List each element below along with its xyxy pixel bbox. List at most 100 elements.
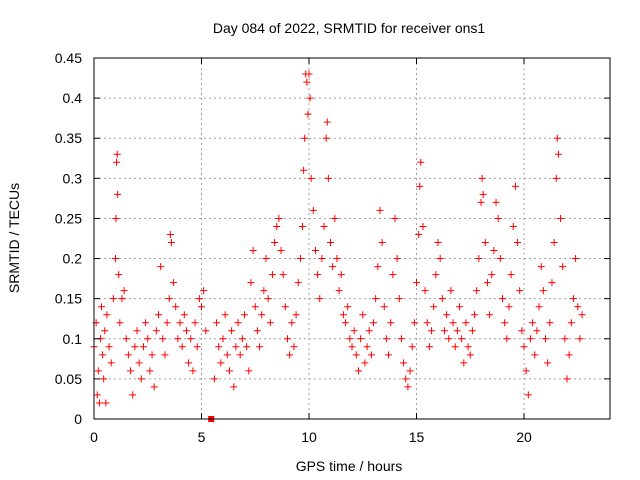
data-point xyxy=(492,198,500,206)
data-point xyxy=(357,335,365,343)
data-point xyxy=(550,239,558,247)
data-point xyxy=(301,134,309,142)
data-point xyxy=(490,247,498,255)
data-point xyxy=(395,295,403,303)
data-point xyxy=(245,367,253,375)
data-point xyxy=(260,287,268,295)
data-point xyxy=(305,70,313,78)
data-point xyxy=(507,271,515,279)
data-point xyxy=(367,351,375,359)
x-tick-label: 20 xyxy=(516,429,532,445)
data-point xyxy=(561,335,569,343)
data-point xyxy=(195,295,203,303)
data-point xyxy=(215,343,223,351)
data-point xyxy=(567,319,575,327)
data-point xyxy=(133,327,141,335)
data-point xyxy=(537,263,545,271)
data-point xyxy=(131,343,139,351)
data-point xyxy=(176,319,184,327)
data-point xyxy=(359,311,367,319)
data-point xyxy=(436,255,444,263)
data-point xyxy=(478,174,486,182)
data-point xyxy=(352,351,360,359)
data-point xyxy=(247,279,255,287)
data-point xyxy=(327,239,334,247)
data-point xyxy=(191,319,199,327)
data-point xyxy=(376,206,384,214)
data-point xyxy=(443,311,451,319)
data-point xyxy=(331,214,339,222)
chart-title: Day 084 of 2022, SRMTID for receiver ons… xyxy=(213,20,486,36)
data-point xyxy=(479,190,487,198)
data-point xyxy=(271,239,279,247)
data-point xyxy=(155,311,162,319)
data-point xyxy=(198,303,205,311)
y-tick-label: 0.05 xyxy=(55,371,82,387)
data-point xyxy=(114,190,122,198)
data-point xyxy=(185,359,193,367)
data-point xyxy=(421,287,429,295)
data-point xyxy=(253,327,261,335)
data-point xyxy=(456,303,463,311)
data-point xyxy=(503,335,511,343)
data-point xyxy=(152,327,160,335)
data-point xyxy=(335,287,343,295)
data-point xyxy=(346,335,354,343)
data-point xyxy=(499,295,506,303)
data-point xyxy=(342,319,350,327)
y-tick-label: 0.3 xyxy=(63,170,83,186)
data-point xyxy=(221,311,229,319)
data-point xyxy=(529,319,537,327)
data-point xyxy=(150,383,158,391)
data-point xyxy=(389,271,397,279)
y-tick-label: 0.45 xyxy=(55,50,82,66)
data-point xyxy=(524,391,532,399)
y-tick-label: 0 xyxy=(74,411,82,427)
data-point xyxy=(129,391,137,399)
data-point xyxy=(165,295,173,303)
data-point xyxy=(273,222,281,230)
data-point xyxy=(142,319,150,327)
data-point xyxy=(434,239,442,247)
data-point xyxy=(339,311,347,319)
data-point xyxy=(574,303,582,311)
data-point xyxy=(284,335,291,343)
data-point xyxy=(559,263,567,271)
data-point xyxy=(397,335,405,343)
data-point xyxy=(127,367,135,375)
data-point xyxy=(241,311,248,319)
data-point xyxy=(170,279,178,287)
data-point xyxy=(393,255,401,263)
data-point xyxy=(387,319,395,327)
data-point xyxy=(303,78,311,86)
data-point xyxy=(471,311,479,319)
data-point xyxy=(98,303,106,311)
data-point xyxy=(279,271,287,279)
data-point xyxy=(100,375,108,383)
data-point xyxy=(299,222,307,230)
data-point xyxy=(182,327,190,335)
data-point xyxy=(475,255,483,263)
data-point xyxy=(432,271,440,279)
data-point xyxy=(236,351,244,359)
x-tick-label: 10 xyxy=(301,429,317,445)
data-point xyxy=(172,303,180,311)
data-point xyxy=(518,327,526,335)
data-point xyxy=(565,351,573,359)
data-point xyxy=(112,255,119,263)
data-point xyxy=(148,351,156,359)
data-point xyxy=(473,287,481,295)
data-point xyxy=(99,351,107,359)
data-point xyxy=(95,399,103,407)
data-point xyxy=(350,327,358,335)
data-point xyxy=(292,311,300,319)
data-point xyxy=(139,343,147,351)
axis-ticks: 0 0.05 0.1 0.15 0.2 0.25 0.3 0.35 0.4 0.45 0 5 10 15 2… xyxy=(55,50,610,445)
data-point xyxy=(553,134,561,142)
data-point xyxy=(118,295,126,303)
y-tick-label: 0.1 xyxy=(63,331,83,347)
data-point xyxy=(300,166,308,174)
data-point xyxy=(322,134,330,142)
data-point xyxy=(122,335,130,343)
